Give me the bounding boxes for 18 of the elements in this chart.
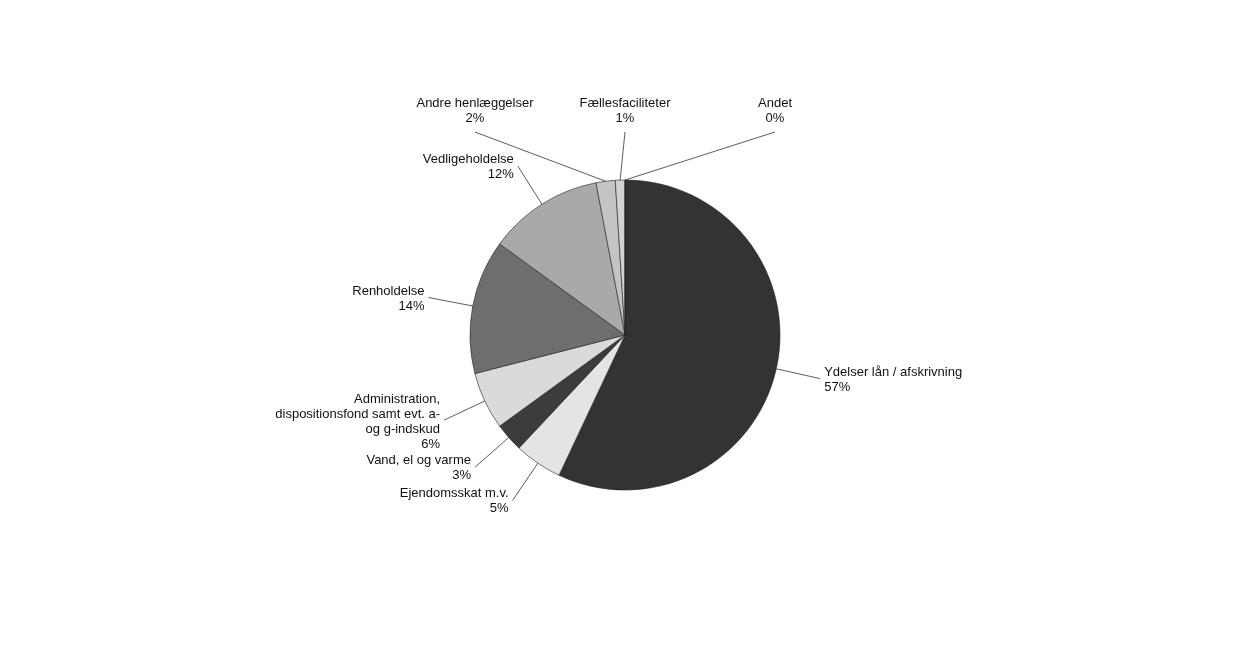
slice-label: Vedligeholdelse [422, 151, 514, 167]
slice-label: Ydelser lån / afskrivning [824, 363, 963, 379]
text: 0% [765, 110, 785, 125]
slice-label: Vand, el og varme [366, 452, 471, 468]
slice-label: Fællesfaciliteter [579, 95, 672, 110]
data-label: 3% [452, 467, 472, 483]
data-label: 57% [824, 378, 851, 394]
data-label: 14% [398, 297, 425, 313]
category-label: Andet [758, 95, 792, 110]
slice-label: Renholdelse [352, 282, 425, 298]
data-label: 5% [489, 500, 510, 516]
slice-label: Ejendomsskat m.v. [399, 485, 509, 501]
data-label: 2% [465, 110, 485, 125]
slice-label: Administration, dispositionsfond samt evt. a- og g-indskud [275, 391, 441, 437]
data-label: 6% [421, 436, 441, 452]
slice-label: Andre henlæggelser [416, 95, 535, 110]
data-label: 1% [615, 110, 635, 125]
data-label: 12% [487, 166, 515, 182]
